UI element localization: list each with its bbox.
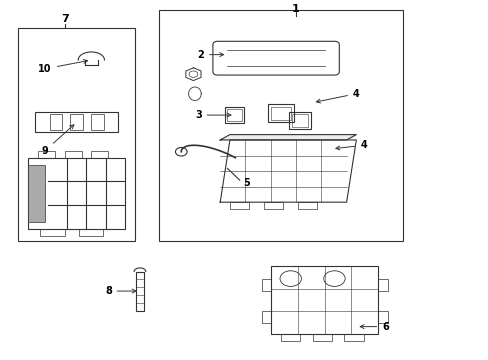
Bar — [270, 107, 291, 120]
Bar — [281, 334, 300, 341]
FancyBboxPatch shape — [212, 41, 339, 75]
Text: 3: 3 — [195, 110, 230, 120]
Bar — [64, 150, 81, 158]
Bar — [264, 202, 283, 208]
Bar — [289, 112, 311, 129]
Bar — [377, 311, 387, 323]
Bar — [322, 138, 341, 159]
Bar — [261, 311, 271, 323]
Bar — [229, 202, 249, 208]
Bar — [40, 229, 64, 236]
Text: 5: 5 — [243, 177, 250, 188]
Bar — [19, 28, 135, 241]
Text: 9: 9 — [41, 125, 74, 156]
Bar — [267, 104, 294, 122]
Text: 4: 4 — [335, 140, 366, 150]
Bar — [35, 112, 118, 132]
Bar — [159, 10, 402, 241]
Bar — [136, 271, 143, 311]
Bar — [344, 334, 363, 341]
Bar — [227, 109, 242, 121]
Bar — [312, 334, 331, 341]
Bar — [91, 150, 108, 158]
Text: 1: 1 — [291, 4, 299, 14]
Bar — [28, 158, 125, 229]
Bar — [325, 140, 338, 157]
Text: 10: 10 — [39, 59, 87, 74]
Bar — [261, 279, 271, 291]
Bar — [224, 107, 244, 123]
Bar — [28, 165, 45, 222]
Text: 6: 6 — [360, 321, 388, 332]
Text: 2: 2 — [197, 50, 223, 60]
Bar — [377, 279, 387, 291]
Bar — [297, 202, 317, 208]
Polygon shape — [220, 140, 356, 202]
Bar — [271, 266, 377, 334]
Text: 8: 8 — [105, 286, 136, 296]
Bar — [50, 114, 62, 130]
Polygon shape — [220, 135, 356, 140]
Bar — [292, 114, 308, 127]
Bar — [38, 150, 55, 158]
Bar — [70, 114, 83, 130]
Bar — [79, 229, 103, 236]
Text: 7: 7 — [61, 14, 69, 24]
Bar — [91, 114, 103, 130]
Text: 4: 4 — [316, 89, 359, 103]
